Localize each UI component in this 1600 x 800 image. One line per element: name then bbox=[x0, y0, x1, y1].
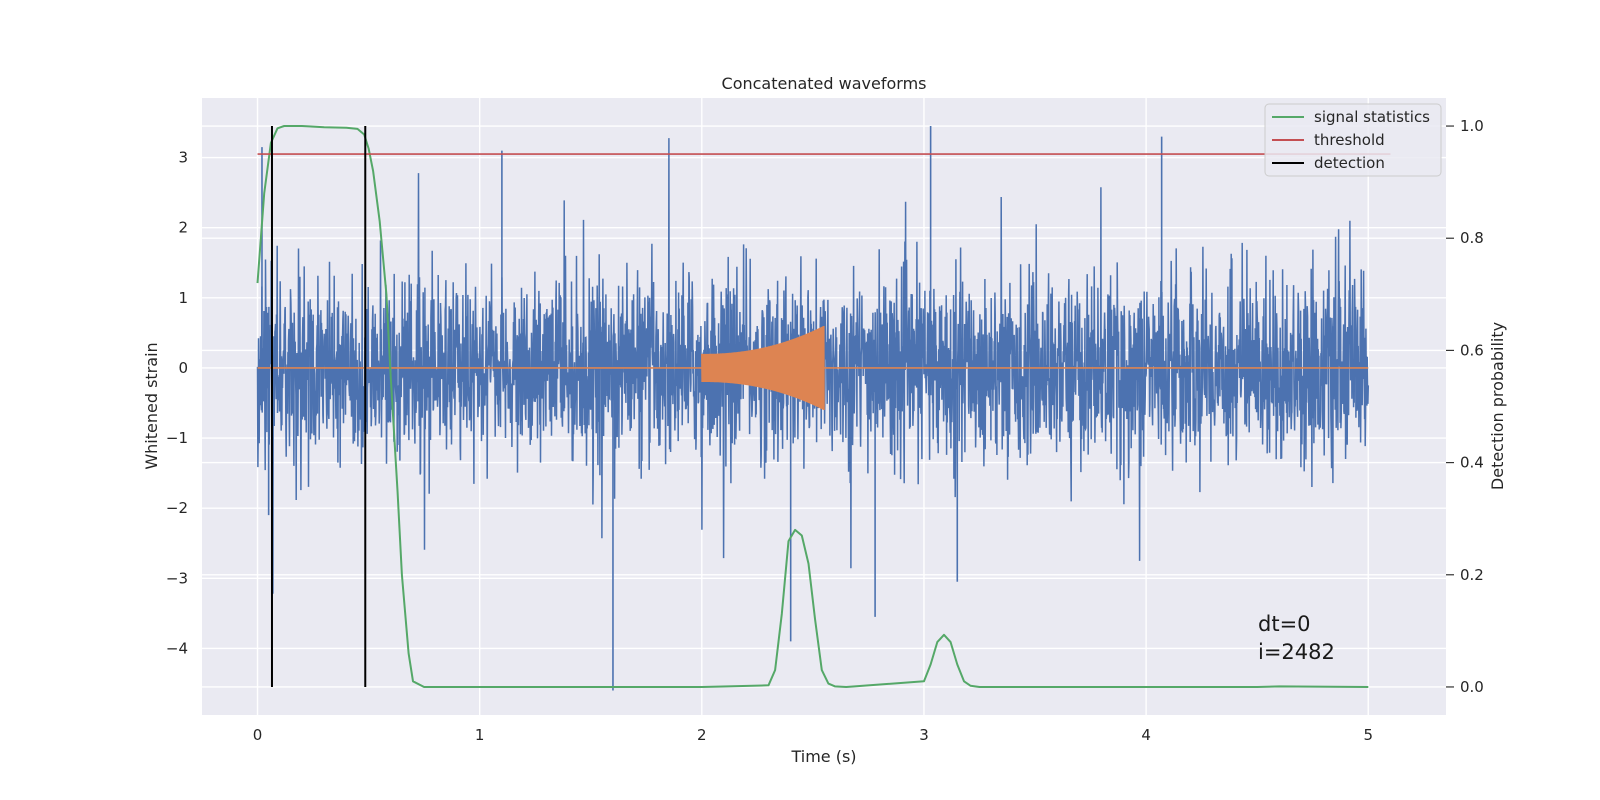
y-right-tick-label: 0.0 bbox=[1460, 678, 1484, 696]
x-tick-label: 2 bbox=[697, 726, 707, 744]
grid bbox=[202, 98, 1446, 715]
y-right-tick-label: 0.8 bbox=[1460, 229, 1484, 247]
y-right-tick-label: 1.0 bbox=[1460, 117, 1484, 135]
y-right-tick-label: 0.2 bbox=[1460, 566, 1484, 584]
y-tick-label: −4 bbox=[166, 639, 188, 657]
left-axis: −4 −3 −2 −1 0 1 2 3 bbox=[166, 149, 188, 658]
y-tick-label: −2 bbox=[166, 499, 188, 517]
y-tick-label: −3 bbox=[166, 569, 188, 587]
series-chirp-line bbox=[701, 325, 825, 411]
legend-label: signal statistics bbox=[1314, 108, 1430, 126]
annotation-i: i=2482 bbox=[1258, 640, 1335, 664]
x-tick-label: 4 bbox=[1141, 726, 1151, 744]
legend-label: detection bbox=[1314, 154, 1385, 172]
series-signal-statistics bbox=[256, 125, 1369, 688]
y-tick-label: 0 bbox=[178, 359, 188, 377]
x-tick-label: 0 bbox=[253, 726, 263, 744]
right-axis: 0.0 0.2 0.4 0.6 0.8 1.0 bbox=[1446, 117, 1484, 696]
chart-title: Concatenated waveforms bbox=[722, 74, 927, 93]
x-tick-label: 3 bbox=[919, 726, 929, 744]
annotation: dt=0 i=2482 bbox=[1258, 612, 1335, 664]
y-right-axis-title: Detection probability bbox=[1488, 322, 1507, 490]
y-tick-label: 2 bbox=[178, 219, 188, 237]
legend: signal statistics threshold detection bbox=[1264, 103, 1442, 177]
series-noise-line bbox=[256, 138, 1370, 594]
y-tick-label: −1 bbox=[166, 429, 188, 447]
y-tick-label: 3 bbox=[178, 149, 188, 167]
y-tick-label: 1 bbox=[178, 289, 188, 307]
series-layer bbox=[256, 125, 1391, 691]
x-axis-title: Time (s) bbox=[790, 747, 856, 766]
x-tick-label: 1 bbox=[475, 726, 485, 744]
y-right-tick-label: 0.6 bbox=[1460, 341, 1484, 359]
bottom-axis: 0 1 2 3 4 5 bbox=[253, 726, 1373, 744]
y-axis-title: Whitened strain bbox=[142, 342, 161, 469]
legend-label: threshold bbox=[1314, 131, 1385, 149]
y-right-tick-label: 0.4 bbox=[1460, 454, 1484, 472]
x-tick-label: 5 bbox=[1363, 726, 1373, 744]
annotation-dt: dt=0 bbox=[1258, 612, 1311, 636]
